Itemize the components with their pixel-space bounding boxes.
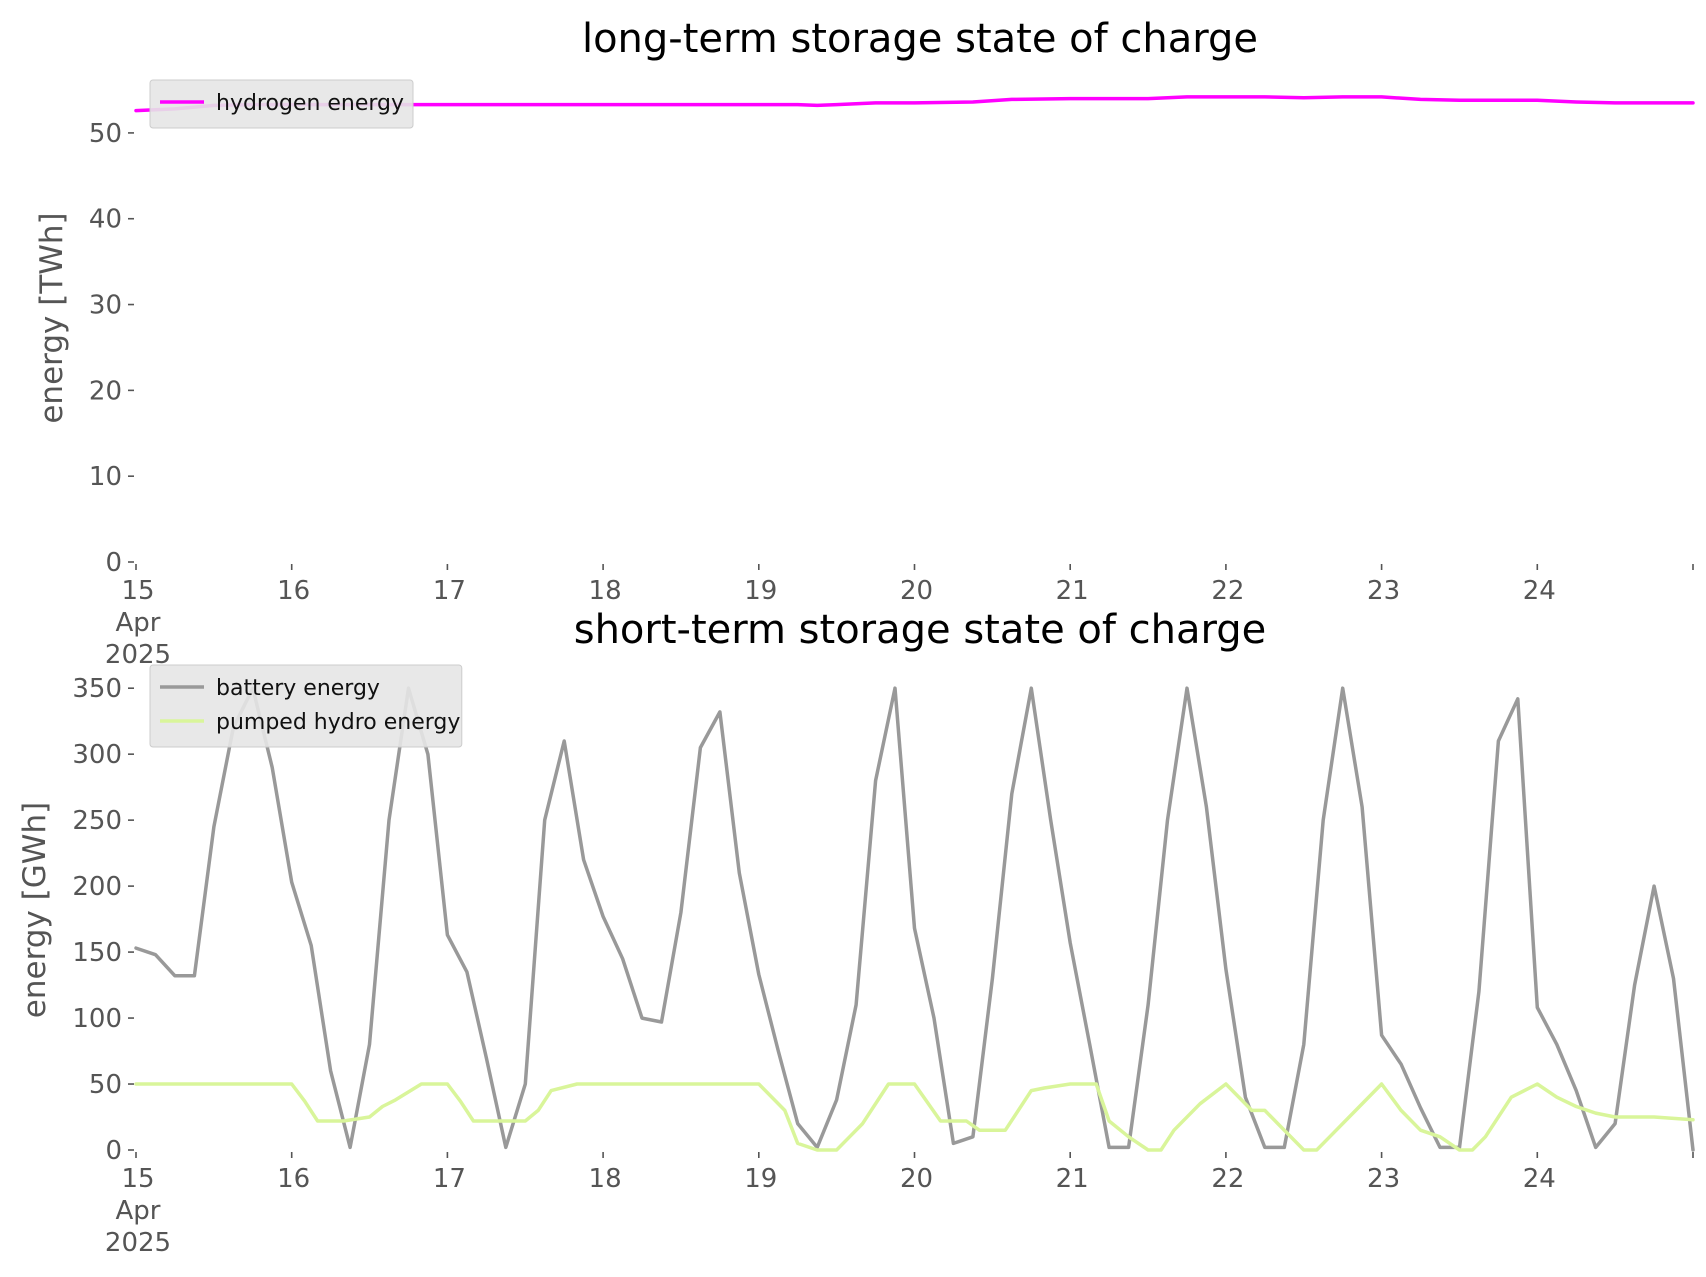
x-tick-label: 23 xyxy=(1367,1164,1400,1194)
y-axis-label: energy [GWh] xyxy=(17,802,53,1018)
series-line xyxy=(134,1082,1695,1152)
x-tick-label: 19 xyxy=(744,1164,777,1194)
x-tick-label: 21 xyxy=(1056,576,1089,606)
x-tick-label: 17 xyxy=(433,576,466,606)
legend-box xyxy=(149,664,463,748)
series-line xyxy=(134,95,1695,113)
series-lines xyxy=(134,95,1695,113)
x-tick-label: 21 xyxy=(1056,1164,1089,1194)
y-tick-label: 300 xyxy=(72,740,122,770)
x-tick-label: 22 xyxy=(1211,576,1244,606)
y-tick-label: 200 xyxy=(72,872,122,902)
series-line xyxy=(134,686,1695,1152)
chart-title: long-term storage state of charge xyxy=(582,16,1258,62)
y-tick-label: 20 xyxy=(89,376,122,406)
series-lines xyxy=(134,686,1695,1152)
x-tick-label: Apr xyxy=(116,608,161,638)
x-tick-label: 18 xyxy=(589,576,622,606)
y-axis-label: energy [TWh] xyxy=(34,212,70,423)
x-tick-label: 18 xyxy=(589,1164,622,1194)
x-tick-label: 23 xyxy=(1367,576,1400,606)
legend-label: battery energy xyxy=(216,676,380,701)
x-tick-label: 22 xyxy=(1211,1164,1244,1194)
y-tick-label: 0 xyxy=(105,548,122,578)
y-tick-label: 350 xyxy=(72,674,122,704)
x-tick-label: 2025 xyxy=(105,1228,171,1258)
y-tick-label: 10 xyxy=(89,462,122,492)
legend-label: hydrogen energy xyxy=(216,91,404,116)
x-tick-label: 19 xyxy=(744,576,777,606)
x-tick-label: Apr xyxy=(116,1196,161,1226)
x-tick-label: 20 xyxy=(900,1164,933,1194)
x-tick-label: 16 xyxy=(277,576,310,606)
y-tick-label: 40 xyxy=(89,205,122,235)
y-tick-label: 30 xyxy=(89,291,122,321)
short-term-storage-panel: short-term storage state of charge energ… xyxy=(17,607,1695,1258)
x-tick-label: 15 xyxy=(121,576,154,606)
legend-box xyxy=(149,79,414,129)
x-tick-label: 24 xyxy=(1523,576,1556,606)
legend: hydrogen energy xyxy=(149,79,414,129)
x-tick-label: 16 xyxy=(277,1164,310,1194)
y-tick-label: 50 xyxy=(89,119,122,149)
y-tick-label: 150 xyxy=(72,938,122,968)
y-tick-label: 50 xyxy=(89,1070,122,1100)
x-tick-label: 20 xyxy=(900,576,933,606)
y-tick-label: 0 xyxy=(105,1136,122,1166)
chart-title: short-term storage state of charge xyxy=(574,607,1267,653)
y-tick-label: 100 xyxy=(72,1004,122,1034)
x-tick-label: 24 xyxy=(1523,1164,1556,1194)
legend: battery energy pumped hydro energy xyxy=(149,664,463,748)
x-tick-label: 15 xyxy=(121,1164,154,1194)
x-tick-label: 17 xyxy=(433,1164,466,1194)
legend-label: pumped hydro energy xyxy=(216,710,460,735)
y-tick-label: 250 xyxy=(72,806,122,836)
long-term-storage-panel: long-term storage state of charge energy… xyxy=(34,16,1695,670)
